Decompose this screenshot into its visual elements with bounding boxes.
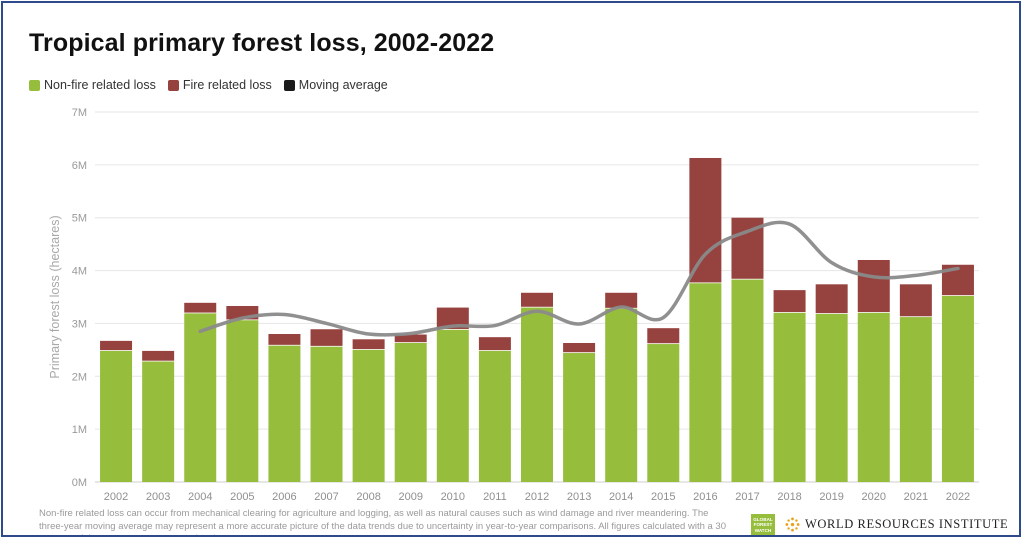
- moving-average-line: [198, 220, 960, 337]
- x-tick-label: 2013: [567, 491, 591, 503]
- bar-fire: [394, 334, 427, 343]
- bar-non-fire: [521, 307, 553, 482]
- bar-fire: [352, 339, 385, 350]
- bar-fire: [899, 284, 932, 317]
- y-axis-label: Primary forest loss (hectares): [48, 215, 62, 378]
- bar-non-fire: [773, 312, 806, 482]
- x-tick-label: 2003: [146, 491, 170, 503]
- x-tick-label: 2004: [188, 491, 212, 503]
- y-tick-label: 3M: [72, 318, 87, 330]
- y-tick-label: 2M: [72, 371, 87, 383]
- legend-swatch-moving-average: [283, 79, 295, 91]
- legend-label-fire: Fire related loss: [182, 78, 272, 92]
- y-tick-label: 1M: [72, 424, 87, 436]
- x-tick-label: 2019: [819, 491, 843, 503]
- legend-swatch-non-fire: [29, 79, 40, 91]
- x-tick-label: 2020: [862, 491, 886, 503]
- chart-title: Tropical primary forest loss, 2002-2022: [29, 29, 495, 57]
- x-tick-label: 2009: [398, 491, 422, 503]
- bar-fire: [142, 350, 175, 361]
- wri-mark-icon: [785, 517, 800, 532]
- wri-logo: WORLD RESOURCES INSTITUTE: [785, 517, 1008, 532]
- x-tick-label: 2010: [441, 491, 465, 503]
- bar-fire: [563, 342, 596, 353]
- bar-non-fire: [899, 317, 932, 482]
- x-tick-label: 2012: [525, 491, 549, 503]
- bar-fire: [100, 340, 133, 351]
- bar-non-fire: [605, 308, 638, 482]
- x-tick-label: 2011: [483, 491, 507, 503]
- wri-logo-text: WORLD RESOURCES INSTITUTE: [805, 517, 1009, 531]
- y-tick-label: 5M: [72, 213, 87, 225]
- bar-fire: [605, 292, 638, 308]
- legend-label-moving-average: Moving average: [298, 78, 388, 92]
- bar-non-fire: [941, 295, 974, 482]
- legend-swatch-fire: [167, 79, 179, 91]
- x-tick-label: 2021: [904, 491, 928, 503]
- x-tick-label: 2022: [946, 491, 970, 503]
- bar-non-fire: [394, 342, 427, 482]
- bar-non-fire: [268, 345, 301, 482]
- bar-non-fire: [142, 361, 175, 482]
- x-tick-label: 2006: [272, 491, 296, 503]
- bar-non-fire: [436, 329, 469, 482]
- bar-non-fire: [184, 313, 217, 482]
- legend-item-fire[interactable]: Fire related loss: [167, 78, 272, 92]
- y-tick-label: 6M: [72, 160, 87, 172]
- bar-non-fire: [478, 350, 511, 482]
- bar-fire: [773, 290, 806, 313]
- bar-non-fire: [563, 353, 596, 482]
- global-forest-watch-logo: GLOBAL FOREST WATCH: [751, 514, 775, 535]
- bar-non-fire: [647, 344, 680, 482]
- bar-non-fire: [689, 283, 722, 482]
- x-tick-label: 2015: [651, 491, 675, 503]
- legend-label-non-fire: Non-fire related loss: [44, 78, 156, 92]
- chart-legend: Non-fire related loss Fire related loss …: [29, 78, 388, 92]
- bar-fire: [815, 284, 848, 314]
- gfw-logo-line-1: GLOBAL: [753, 516, 773, 522]
- x-tick-label: 2007: [314, 491, 338, 503]
- bar-non-fire: [857, 312, 890, 482]
- y-tick-label: 4M: [72, 266, 87, 278]
- bar-fire: [521, 292, 553, 307]
- bar-non-fire: [815, 313, 848, 482]
- bar-fire: [436, 307, 469, 329]
- y-tick-label: 7M: [72, 107, 87, 119]
- bar-fire: [478, 337, 511, 351]
- bar-non-fire: [226, 320, 259, 482]
- bar-fire: [310, 329, 343, 346]
- bar-non-fire: [731, 279, 764, 482]
- bar-non-fire: [100, 350, 133, 482]
- bar-fire: [184, 302, 217, 313]
- legend-item-moving-average[interactable]: Moving average: [283, 78, 388, 92]
- bar-fire: [268, 334, 301, 345]
- bar-non-fire: [352, 349, 385, 482]
- bar-non-fire: [310, 346, 343, 482]
- x-tick-label: 2014: [609, 491, 633, 503]
- bar-fire: [857, 260, 890, 313]
- bar-chart: 0M 1M 2M 3M 4M 5M 6M 7M Primary forest loss (hec…: [48, 107, 979, 503]
- x-tick-label: 2018: [777, 491, 801, 503]
- y-tick-label: 0M: [72, 477, 87, 489]
- x-tick-label: 2002: [104, 491, 128, 503]
- bar-fire: [647, 328, 680, 344]
- x-tick-label: 2005: [230, 491, 254, 503]
- gfw-logo-line-2: FOREST: [753, 522, 773, 528]
- x-tick-label: 2008: [356, 491, 380, 503]
- footnote: Non-fire related loss can occur from mec…: [39, 508, 726, 535]
- bar-fire: [689, 157, 722, 283]
- gfw-logo-line-3: WATCH: [754, 527, 772, 533]
- x-tick-label: 2016: [693, 491, 717, 503]
- x-tick-label: 2017: [735, 491, 759, 503]
- legend-item-non-fire[interactable]: Non-fire related loss: [29, 78, 156, 92]
